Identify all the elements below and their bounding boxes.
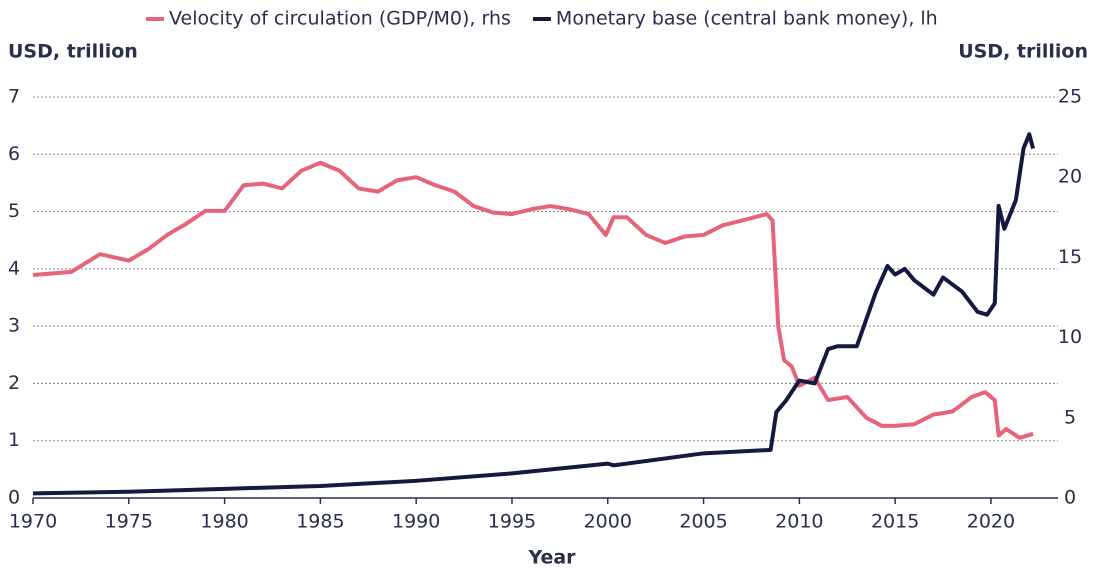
y-tick-label: 6 [8,143,20,165]
y2-tick-label: 5 [1064,406,1076,428]
y2-tick-label: 15 [1058,246,1082,268]
y2-tick-label: 0 [1064,487,1076,509]
x-tick-label: 1985 [296,511,344,533]
y-tick-label: 1 [8,429,20,451]
y2-tick-label: 10 [1058,326,1082,348]
y-tick-label: 5 [8,200,20,222]
series-line [32,160,1034,440]
x-tick-label: 2020 [967,511,1015,533]
x-tick-label: 2000 [584,511,632,533]
x-tick-label: 1995 [488,511,536,533]
y-tick-label: 2 [8,372,20,394]
x-tick-label: 1970 [9,511,57,533]
x-tick-label: 1975 [105,511,153,533]
x-tick-label: 2010 [775,511,823,533]
legend-label: Monetary base (central bank money), lh [556,8,938,30]
y-tick-label: 7 [8,86,20,108]
y-tick-label: 3 [8,315,20,337]
y-axis-label: USD, trillion [8,41,138,63]
y2-axis-label: USD, trillion [958,41,1088,63]
y2-tick-label: 20 [1058,166,1082,188]
x-tick-label: 1980 [200,511,248,533]
x-tick-label: 2005 [679,511,727,533]
y2-tick-label: 25 [1058,86,1082,108]
x-tick-label: 1990 [392,511,440,533]
y-tick-label: 0 [8,487,20,509]
series-line [32,132,1036,496]
legend-label: Velocity of circulation (GDP/M0), rhs [169,8,511,30]
x-tick-label: 2015 [871,511,919,533]
y-tick-label: 4 [8,257,20,279]
x-axis-label: Year [527,547,576,569]
